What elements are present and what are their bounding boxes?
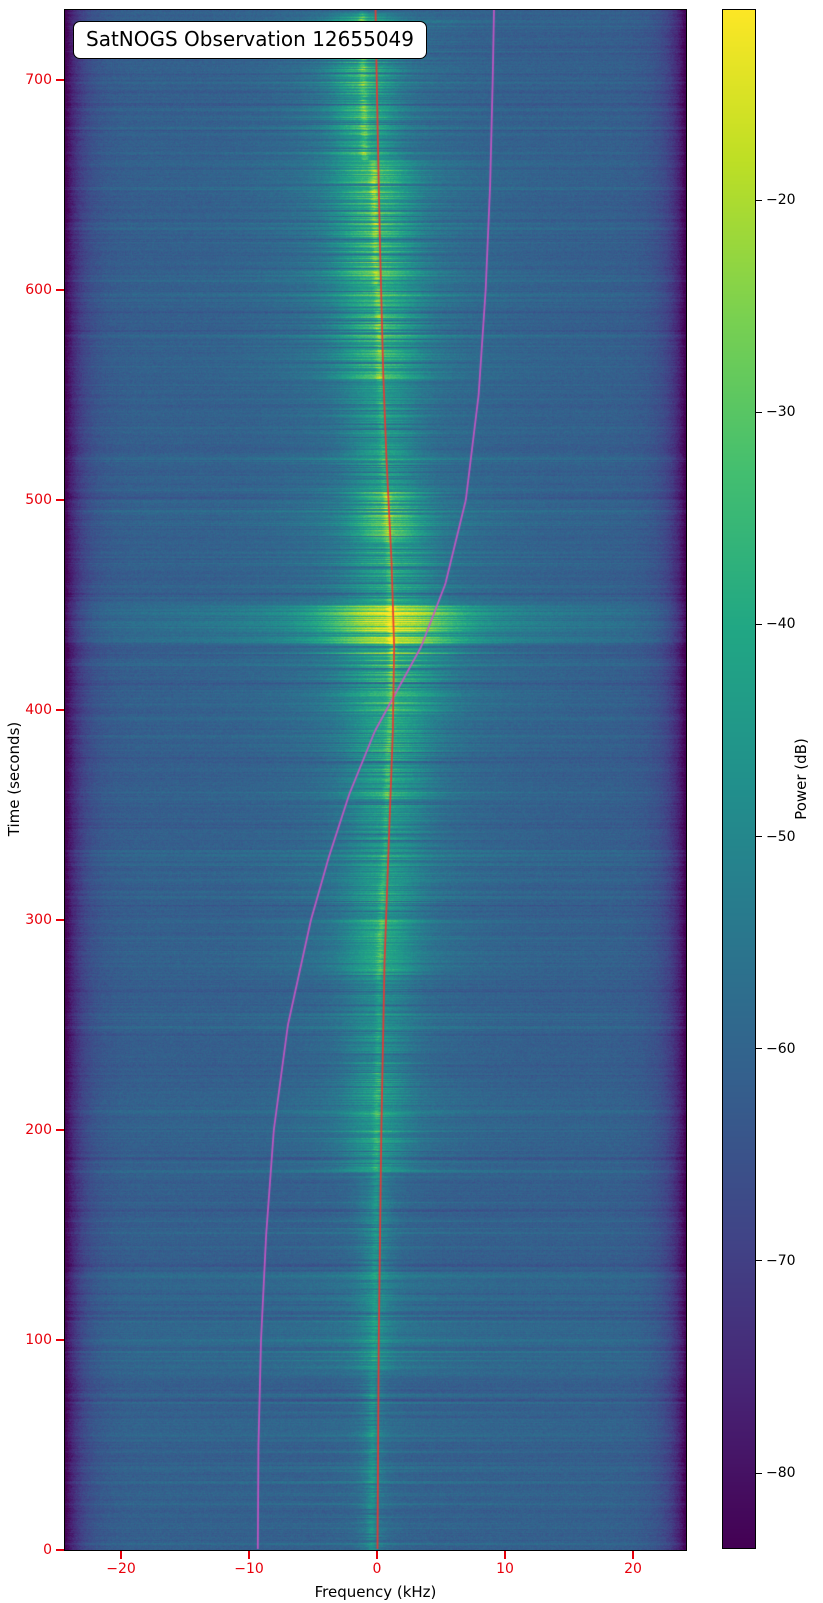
colorbar-tick-mark xyxy=(756,623,762,625)
y-tick-label: 500 xyxy=(25,492,52,508)
spectrogram-canvas xyxy=(65,10,686,1550)
y-tick-label: 200 xyxy=(25,1122,52,1138)
colorbar-tick-label: −60 xyxy=(766,1040,796,1057)
x-tick-mark xyxy=(504,1551,506,1559)
x-tick-mark xyxy=(632,1551,634,1559)
y-tick-mark xyxy=(56,1339,64,1341)
y-tick-label: 100 xyxy=(25,1332,52,1348)
colorbar-tick-mark xyxy=(756,199,762,201)
colorbar-canvas xyxy=(723,10,755,1548)
colorbar-tick-label: −40 xyxy=(766,616,796,633)
y-tick-mark xyxy=(56,919,64,921)
plot-title-box: SatNOGS Observation 12655049 xyxy=(73,21,427,59)
y-tick-label: 400 xyxy=(25,702,52,718)
y-tick-mark xyxy=(56,1129,64,1131)
colorbar-tick-label: −30 xyxy=(766,404,796,421)
y-tick-label: 600 xyxy=(25,282,52,298)
colorbar-frame xyxy=(722,9,756,1549)
y-tick-label: 700 xyxy=(25,72,52,88)
colorbar-tick-label: −70 xyxy=(766,1252,796,1269)
colorbar-tick-label: −80 xyxy=(766,1465,796,1482)
y-tick-mark xyxy=(56,499,64,501)
y-tick-label: 300 xyxy=(25,912,52,928)
x-tick-mark xyxy=(376,1551,378,1559)
colorbar-tick-mark xyxy=(756,836,762,837)
colorbar-tick-mark xyxy=(756,1472,762,1474)
x-tick-mark xyxy=(120,1551,122,1559)
x-tick-label: 10 xyxy=(496,1561,514,1577)
y-tick-label: 0 xyxy=(43,1542,52,1558)
y-tick-mark xyxy=(56,1549,64,1551)
y-tick-mark xyxy=(56,709,64,711)
x-tick-label: −10 xyxy=(234,1561,264,1577)
x-tick-label: 0 xyxy=(372,1561,382,1577)
colorbar-tick-mark xyxy=(756,411,762,413)
colorbar-label: Power (dB) xyxy=(792,738,810,820)
x-axis-label: Frequency (kHz) xyxy=(314,1583,437,1601)
y-tick-mark xyxy=(56,79,64,81)
colorbar-tick-mark xyxy=(756,1048,762,1050)
y-axis-label: Time (seconds) xyxy=(5,721,23,837)
x-tick-label: −20 xyxy=(106,1561,136,1577)
colorbar-tick-label: −20 xyxy=(766,192,796,208)
waterfall-plot-frame xyxy=(64,9,687,1551)
y-tick-mark xyxy=(56,289,64,291)
x-tick-label: 20 xyxy=(624,1561,642,1577)
colorbar-tick-mark xyxy=(756,1260,762,1262)
x-tick-mark xyxy=(248,1551,250,1559)
colorbar-tick-label: −50 xyxy=(766,828,796,845)
plot-title: SatNOGS Observation 12655049 xyxy=(86,27,414,51)
